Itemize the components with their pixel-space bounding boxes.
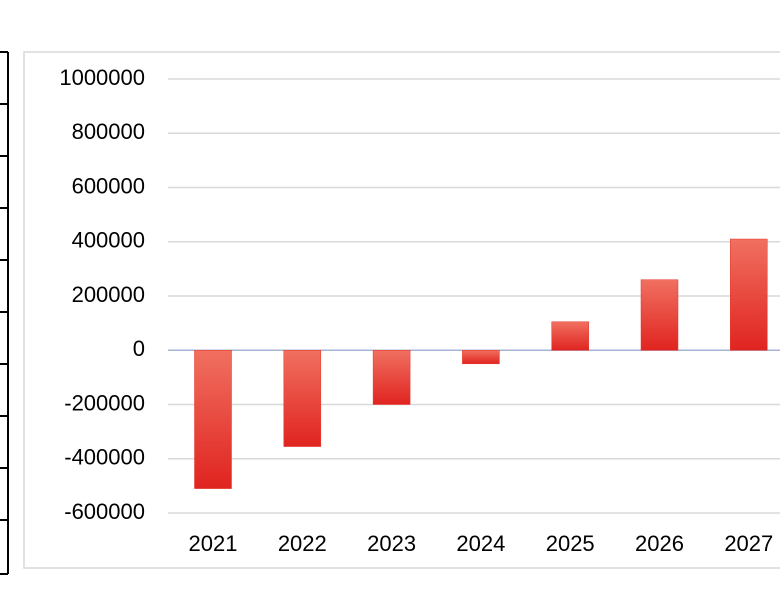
- bar: [730, 238, 768, 351]
- x-tick-label: 2024: [456, 531, 505, 556]
- y-tick-label: -400000: [64, 445, 145, 470]
- y-tick-label: 600000: [72, 173, 145, 198]
- y-tick-label: -600000: [64, 499, 145, 524]
- y-tick-label: 200000: [72, 282, 145, 307]
- x-tick-label: 2023: [367, 531, 416, 556]
- x-tick-label: 2021: [189, 531, 238, 556]
- bar: [283, 350, 322, 447]
- y-tick-label: -200000: [64, 390, 145, 415]
- y-tick-label: 1000000: [59, 65, 145, 90]
- side-table: [0, 51, 9, 575]
- y-tick-label: 400000: [72, 228, 145, 253]
- bar: [194, 350, 232, 489]
- bar: [372, 350, 411, 405]
- x-tick-label: 2027: [724, 531, 773, 556]
- y-tick-label: 0: [133, 336, 145, 361]
- bar: [551, 321, 589, 351]
- x-tick-label: 2026: [635, 531, 684, 556]
- bar: [462, 350, 500, 365]
- x-tick-label: 2025: [546, 531, 595, 556]
- x-tick-label: 2022: [278, 531, 327, 556]
- bar: [640, 279, 679, 351]
- y-tick-label: 800000: [72, 119, 145, 144]
- chart-frame: [23, 51, 780, 569]
